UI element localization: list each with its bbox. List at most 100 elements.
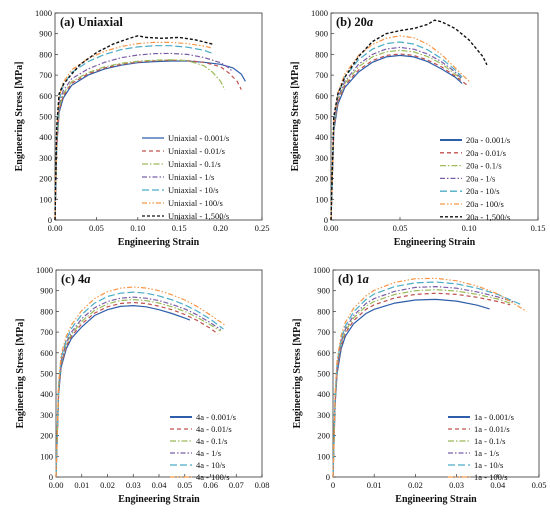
panel-b-ytick-label: 300 bbox=[315, 153, 328, 163]
panel-c-xtick-label: 0.06 bbox=[203, 480, 218, 490]
legend-label-uniaxial-0-1-s: Uniaxial - 0.1/s bbox=[168, 159, 221, 169]
panel-d-legend: 1a - 0.001/s 1a - 0.01/s 1a - 0.1/s 1a - 1/… bbox=[448, 412, 514, 482]
panel-c-ytick-label: 0 bbox=[49, 472, 53, 482]
panel-d-ytick-label: 500 bbox=[317, 369, 330, 379]
series-line-1a-10-s bbox=[332, 281, 523, 478]
legend-label-20a-1-500-s: 20a - 1,500/s bbox=[466, 212, 510, 222]
panel-b-ytick-label: 700 bbox=[315, 70, 328, 80]
panel-b-ytick-label: 200 bbox=[315, 174, 328, 184]
panel-c-xtick-label: 0.02 bbox=[100, 480, 115, 490]
series-line-1a-0-001-s bbox=[332, 298, 490, 478]
panel-a-xtick-label: 0.25 bbox=[255, 223, 270, 233]
panel-d-x-axis-label: Engineering Strain bbox=[395, 494, 477, 505]
panel-c: 0 100 200 300 400 500 600 700 800 900 1000 0.00 0.01… bbox=[15, 265, 269, 505]
panel-c-ytick-label: 600 bbox=[40, 348, 53, 358]
series-line-uniaxial-100-s bbox=[54, 41, 213, 221]
panel-b: 0 100 200 300 400 500 600 700 800 900 1000 0.00 0.05… bbox=[290, 8, 545, 248]
series-line-4a-100-s bbox=[55, 286, 227, 478]
panel-c-ytick-label: 1000 bbox=[36, 265, 53, 275]
series-line-20a-0-01-s bbox=[330, 53, 470, 221]
panel-a: 0 100 200 300 400 500 600 700 800 900 1000 0.00 0.05… bbox=[14, 8, 269, 248]
panel-a-xtick-label: 0.10 bbox=[130, 223, 145, 233]
legend-label-4a-100-s: 4a - 100/s bbox=[196, 472, 230, 482]
legend-label-20a-10-s: 20a - 10/s bbox=[466, 186, 500, 196]
panel-b-ytick-label: 900 bbox=[315, 29, 328, 39]
series-line-1a-1-s bbox=[332, 285, 515, 478]
panel-c-y-axis-label: Engineering Stress [MPa] bbox=[15, 319, 26, 429]
series-line-20a-0-1-s bbox=[330, 49, 463, 221]
panel-d-ytick-label: 0 bbox=[326, 472, 330, 482]
legend-label-uniaxial-0-01-s: Uniaxial - 0.01/s bbox=[168, 146, 225, 156]
panel-c-xtick-label: 0.00 bbox=[49, 480, 64, 490]
panel-b-xtick-label: 0.05 bbox=[393, 223, 408, 233]
panel-b-ytick-label: 0 bbox=[324, 215, 328, 225]
panel-d-ytick-label: 600 bbox=[317, 348, 330, 358]
panel-a-ytick-label: 800 bbox=[39, 49, 52, 59]
legend-label-20a-100-s: 20a - 100/s bbox=[466, 199, 504, 209]
panel-d-ytick-label: 900 bbox=[317, 286, 330, 296]
series-line-uniaxial-1-s bbox=[54, 52, 234, 221]
panel-b-xtick-label: 0.15 bbox=[531, 223, 546, 233]
panel-b-ytick-label: 600 bbox=[315, 91, 328, 101]
legend-label-20a-0-1-s: 20a - 0.1/s bbox=[466, 161, 502, 171]
legend-label-20a-0-01-s: 20a - 0.01/s bbox=[466, 148, 506, 158]
panel-d-xtick-label: 0.02 bbox=[408, 480, 423, 490]
series-line-uniaxial-1-500-s bbox=[54, 35, 213, 221]
panel-d-xtick-label: 0.01 bbox=[367, 480, 382, 490]
panel-b-x-axis-label: Engineering Strain bbox=[394, 237, 476, 248]
legend-label-uniaxial-1-s: Uniaxial - 1/s bbox=[168, 172, 214, 182]
panel-a-legend: Uniaxial - 0.001/s Uniaxial - 0.01/s Uniax… bbox=[142, 133, 229, 221]
legend-label-uniaxial-0-001-s: Uniaxial - 0.001/s bbox=[168, 133, 229, 143]
panel-c-ytick-label: 900 bbox=[40, 286, 53, 296]
panel-d-ytick-label: 300 bbox=[317, 410, 330, 420]
legend-label-20a-0-001-s: 20a - 0.001/s bbox=[466, 135, 510, 145]
panel-c-xtick-label: 0.07 bbox=[229, 480, 244, 490]
panel-c-ytick-label: 200 bbox=[40, 431, 53, 441]
legend-label-uniaxial-100-s: Uniaxial - 100/s bbox=[168, 198, 223, 208]
series-line-4a-10-s bbox=[55, 291, 224, 478]
panel-c-xtick-label: 0.01 bbox=[74, 480, 89, 490]
series-line-uniaxial-0-1-s bbox=[54, 59, 226, 221]
legend-label-1a-1-s: 1a - 1/s bbox=[474, 448, 499, 458]
series-line-20a-0-001-s bbox=[330, 54, 463, 221]
panel-d-ytick-label: 400 bbox=[317, 389, 330, 399]
panel-b-plot-frame bbox=[330, 12, 539, 221]
panel-b-xtick-label: 0.10 bbox=[462, 223, 477, 233]
panel-a-ytick-label: 700 bbox=[39, 70, 52, 80]
panel-d-y-axis-label: Engineering Stress [MPa] bbox=[292, 319, 303, 429]
legend-label-1a-100-s: 1a - 100/s bbox=[474, 472, 508, 482]
panel-a-xtick-label: 0.00 bbox=[48, 223, 63, 233]
legend-label-uniaxial-10-s: Uniaxial - 10/s bbox=[168, 185, 219, 195]
panel-c-ytick-label: 800 bbox=[40, 306, 53, 316]
panel-d: 0 100 200 300 400 500 600 700 800 900 1000 0 0.01 0.0… bbox=[292, 265, 546, 505]
panel-c-ytick-label: 500 bbox=[40, 369, 53, 379]
panel-c-legend: 4a - 0.001/s 4a - 0.01/s 4a - 0.1/s 4a - 1/… bbox=[170, 412, 236, 482]
panel-b-ytick-label: 500 bbox=[315, 112, 328, 122]
panel-d-xtick-label: 0.03 bbox=[449, 480, 464, 490]
panel-b-y-axis-label: Engineering Stress [MPa] bbox=[290, 62, 301, 172]
series-line-20a-1-s bbox=[330, 46, 463, 221]
panel-c-plot-frame bbox=[55, 269, 263, 478]
panel-a-ytick-label: 200 bbox=[39, 174, 52, 184]
panel-a-x-axis-label: Engineering Strain bbox=[118, 237, 200, 248]
panel-a-ytick-label: 900 bbox=[39, 29, 52, 39]
panel-a-ytick-label: 600 bbox=[39, 91, 52, 101]
panel-d-ytick-label: 200 bbox=[317, 431, 330, 441]
panel-a-xtick-label: 0.20 bbox=[213, 223, 228, 233]
panel-b-xtick-label: 0.00 bbox=[324, 223, 339, 233]
panel-a-ytick-label: 300 bbox=[39, 153, 52, 163]
legend-label-1a-0-01-s: 1a - 0.01/s bbox=[474, 424, 510, 434]
panel-b-ytick-label: 400 bbox=[315, 132, 328, 142]
panel-d-ytick-label: 700 bbox=[317, 327, 330, 337]
panel-b-ytick-label: 800 bbox=[315, 49, 328, 59]
panel-b-title: (b) 20a bbox=[336, 15, 373, 29]
panel-a-ytick-label: 1000 bbox=[35, 8, 52, 18]
series-line-20a-1-500-s bbox=[330, 19, 488, 221]
legend-label-4a-1-s: 4a - 1/s bbox=[196, 448, 221, 458]
panel-d-title: (d) 1a bbox=[338, 272, 369, 286]
legend-label-4a-0-01-s: 4a - 0.01/s bbox=[196, 424, 232, 434]
panel-c-x-axis-label: Engineering Strain bbox=[118, 494, 200, 505]
series-line-4a-0-001-s bbox=[55, 304, 191, 478]
panel-c-ytick-label: 300 bbox=[40, 410, 53, 420]
